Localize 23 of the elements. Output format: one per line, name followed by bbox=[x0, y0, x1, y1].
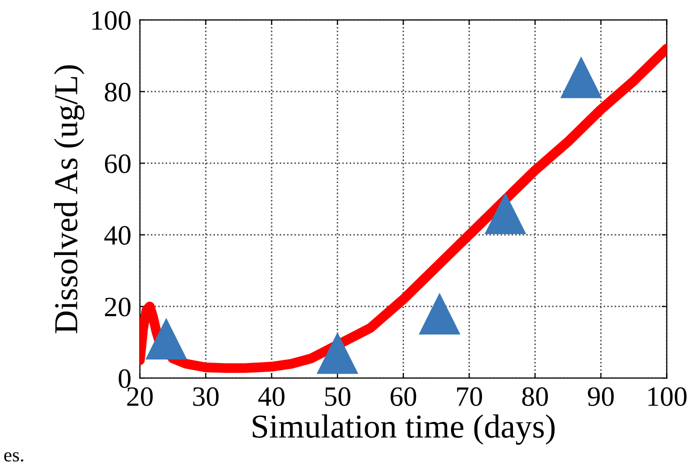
point bbox=[145, 318, 188, 360]
y-tick-label: 60 bbox=[104, 154, 131, 174]
y-tick-label: 40 bbox=[104, 226, 131, 245]
y-tick-label: 20 bbox=[105, 298, 131, 316]
x-tick-label: 50 bbox=[325, 387, 350, 406]
x-tick-label: 90 bbox=[588, 387, 614, 406]
x-tick-label: 100 bbox=[648, 387, 687, 406]
point bbox=[316, 332, 358, 374]
y-tick-label: 0 bbox=[118, 369, 131, 388]
text: es. bbox=[4, 452, 24, 462]
y-tick-label: 100 bbox=[92, 11, 131, 30]
point bbox=[418, 292, 460, 334]
x-tick-label: 80 bbox=[522, 387, 548, 406]
point bbox=[484, 192, 526, 234]
x-tick-label: 70 bbox=[457, 387, 482, 406]
y-axis-title: Dissolved As (ug/L) bbox=[54, 65, 84, 334]
x-tick-label: 40 bbox=[258, 387, 284, 406]
y-tick-label: 80 bbox=[104, 82, 131, 102]
x-tick-label: 60 bbox=[390, 387, 416, 406]
point bbox=[560, 56, 602, 98]
x-tick-label: 30 bbox=[193, 387, 219, 406]
x-axis-title: Simulation time (days) bbox=[252, 414, 555, 445]
x-tick-label: 20 bbox=[127, 387, 153, 406]
